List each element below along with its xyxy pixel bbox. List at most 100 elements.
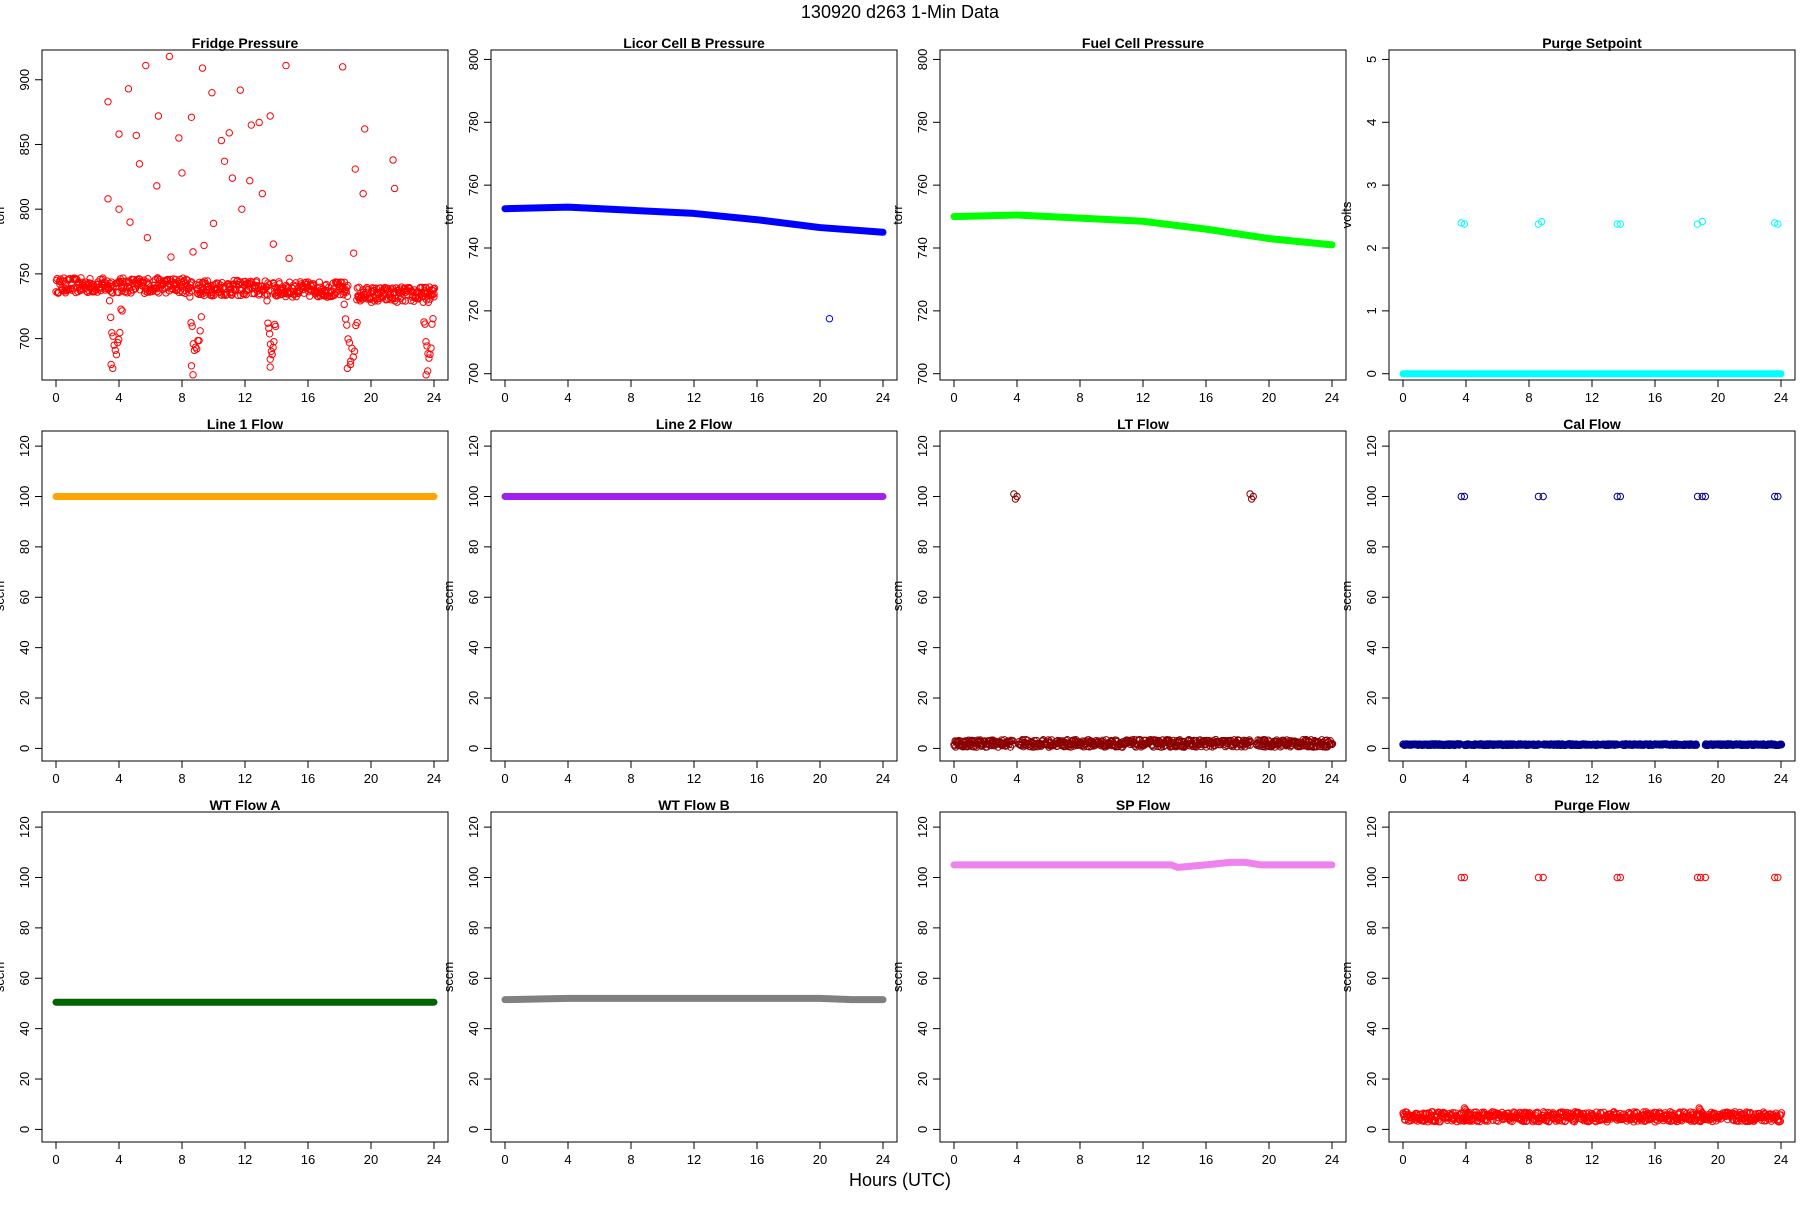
data-marks	[52, 52, 439, 379]
x-tick-label: 12	[1136, 1152, 1150, 1167]
data-point	[430, 293, 438, 301]
y-tick-label: 800	[466, 49, 481, 71]
data-point	[203, 277, 212, 285]
y-tick-label: 120	[915, 816, 930, 838]
y-tick-label: 800	[17, 198, 32, 220]
data-point	[188, 322, 196, 330]
y-tick-label: 0	[915, 745, 930, 752]
data-point	[354, 293, 363, 302]
x-tick-label: 4	[564, 771, 571, 786]
x-tick-label: 24	[876, 1152, 890, 1167]
data-point	[167, 253, 175, 261]
y-tick-label: 100	[915, 867, 930, 889]
data-point	[86, 274, 94, 283]
x-tick-label: 24	[427, 771, 441, 786]
y-axis-label: sccm	[0, 581, 7, 611]
x-tick-label: 16	[301, 771, 315, 786]
y-axis-label: sccm	[1339, 581, 1354, 611]
chart-title: LT Flow	[1117, 416, 1169, 432]
y-tick-label: 100	[17, 486, 32, 508]
data-point	[214, 279, 222, 287]
y-tick-label: 60	[915, 590, 930, 604]
x-tick-label: 0	[52, 1152, 59, 1167]
x-tick-label: 16	[1648, 771, 1662, 786]
data-point	[178, 169, 186, 177]
data-point	[1693, 873, 1702, 882]
y-tick-label: 700	[915, 363, 930, 385]
data-marks	[950, 211, 1336, 249]
data-point	[109, 364, 117, 373]
data-point	[196, 327, 204, 335]
data-point	[142, 61, 150, 70]
chart-panel-12: Purge Flow sccm 0 4 8 12 16 20 24 0 20 40 60 80 100 120	[1339, 797, 1796, 1167]
y-tick-label: 0	[1364, 745, 1379, 752]
data-point	[107, 360, 115, 369]
y-tick-label: 750	[17, 263, 32, 285]
y-tick-label: 40	[1364, 640, 1379, 654]
y-tick-label: 40	[1364, 1021, 1379, 1035]
data-point	[1698, 217, 1706, 226]
data-point	[1460, 220, 1469, 228]
data-point	[825, 315, 834, 323]
y-tick-label: 3	[1364, 182, 1379, 189]
chart-panel-8: Cal Flow sccm 0 4 8 12 16 20 24 0 20 40 60 80 100 120	[1339, 416, 1796, 786]
data-point	[351, 165, 359, 173]
x-tick-label: 0	[950, 771, 957, 786]
y-tick-label: 5	[1364, 56, 1379, 63]
data-point	[258, 189, 267, 198]
x-tick-label: 8	[178, 1152, 185, 1167]
plot-frame	[41, 430, 449, 762]
data-point	[1021, 740, 1030, 749]
x-tick-label: 4	[115, 771, 122, 786]
chart-panel-3: Fuel Cell Pressure torr 0 4 8 12 16 20 24 700 720 7…	[890, 35, 1347, 405]
series-line	[950, 211, 1336, 249]
y-tick-label: 80	[915, 921, 930, 935]
y-tick-label: 1	[1364, 307, 1379, 314]
y-tick-label: 80	[466, 540, 481, 554]
x-tick-label: 8	[627, 771, 634, 786]
data-point	[270, 337, 278, 346]
y-tick-label: 100	[1364, 486, 1379, 508]
data-point	[1777, 740, 1786, 749]
data-point	[269, 343, 277, 352]
plot-frame	[1388, 49, 1796, 381]
data-marks	[950, 858, 1336, 871]
y-tick-label: 80	[17, 540, 32, 554]
chart-title: Cal Flow	[1563, 416, 1621, 432]
data-point	[425, 354, 433, 362]
y-tick-label: 740	[915, 237, 930, 259]
series-line	[950, 858, 1336, 871]
data-point	[266, 363, 274, 371]
x-tick-label: 0	[1399, 771, 1406, 786]
series-line	[501, 203, 887, 236]
x-tick-label: 16	[1199, 390, 1213, 405]
x-tick-label: 20	[1262, 1152, 1276, 1167]
data-point	[112, 350, 121, 359]
data-point	[285, 254, 293, 263]
y-tick-label: 0	[466, 1126, 481, 1133]
data-point	[153, 182, 161, 190]
data-point	[401, 297, 410, 305]
data-point	[344, 335, 352, 343]
plot-frame	[1388, 811, 1796, 1143]
y-tick-label: 60	[17, 971, 32, 985]
data-point	[423, 342, 431, 350]
x-tick-label: 20	[813, 390, 827, 405]
data-point	[269, 240, 278, 248]
data-point	[272, 292, 281, 300]
data-marks	[1399, 492, 1786, 750]
x-tick-label: 16	[301, 1152, 315, 1167]
series-line	[501, 994, 887, 1004]
chart-panel-2: Licor Cell B Pressure torr 0 4 8 12 16 20 24 700 7…	[441, 35, 898, 405]
x-tick-label: 12	[1136, 771, 1150, 786]
data-marks	[1399, 217, 1785, 378]
chart-panel-9: WT Flow A sccm 0 4 8 12 16 20 24 0 20 40 60 80 100 120	[0, 797, 449, 1167]
data-point	[1774, 492, 1782, 501]
x-tick-label: 20	[1262, 771, 1276, 786]
data-point	[1698, 492, 1706, 501]
y-tick-label: 80	[1364, 921, 1379, 935]
data-point	[115, 335, 123, 344]
y-tick-label: 0	[466, 745, 481, 752]
data-point	[189, 371, 197, 379]
data-point	[344, 281, 352, 290]
